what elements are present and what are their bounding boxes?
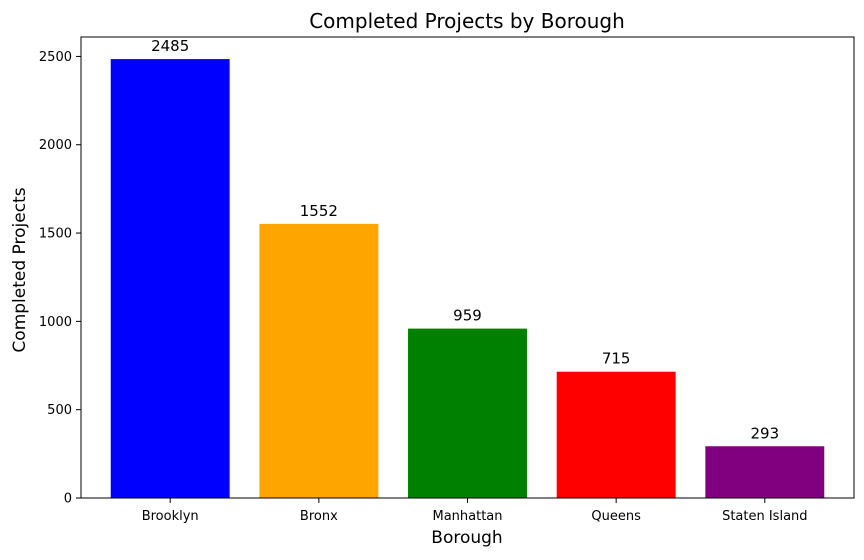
- data-label: 293: [750, 424, 779, 442]
- bar-manhattan: [408, 328, 527, 498]
- plot-area: 2485 1552 959 715 293 0 500 1000 1500 2000 2500 Bro…: [39, 36, 855, 524]
- y-tick-label: 0: [64, 492, 72, 507]
- y-tick-label: 2000: [39, 138, 72, 153]
- y-tick-label: 1000: [39, 315, 72, 330]
- chart-title: Completed Projects by Borough: [309, 9, 625, 33]
- data-label: 2485: [151, 37, 189, 55]
- x-tick-label: Queens: [591, 509, 641, 524]
- bar-brooklyn: [110, 59, 230, 498]
- y-axis-label: Completed Projects: [10, 187, 30, 352]
- y-tick-label: 500: [47, 403, 72, 418]
- x-axis-label: Borough: [431, 528, 502, 548]
- bar-queens: [556, 371, 676, 498]
- y-tick-label: 2500: [39, 50, 72, 65]
- y-tick-label: 1500: [39, 227, 72, 242]
- data-label: 959: [453, 307, 482, 325]
- data-label: 715: [602, 350, 631, 368]
- data-label: 1552: [300, 202, 338, 220]
- x-tick-label: Brooklyn: [142, 509, 199, 524]
- x-tick-label: Manhattan: [432, 509, 502, 524]
- x-tick-label: Bronx: [300, 509, 338, 524]
- bar-bronx: [259, 223, 379, 498]
- bar-staten-island: [705, 446, 825, 498]
- x-tick-label: Staten Island: [722, 509, 807, 524]
